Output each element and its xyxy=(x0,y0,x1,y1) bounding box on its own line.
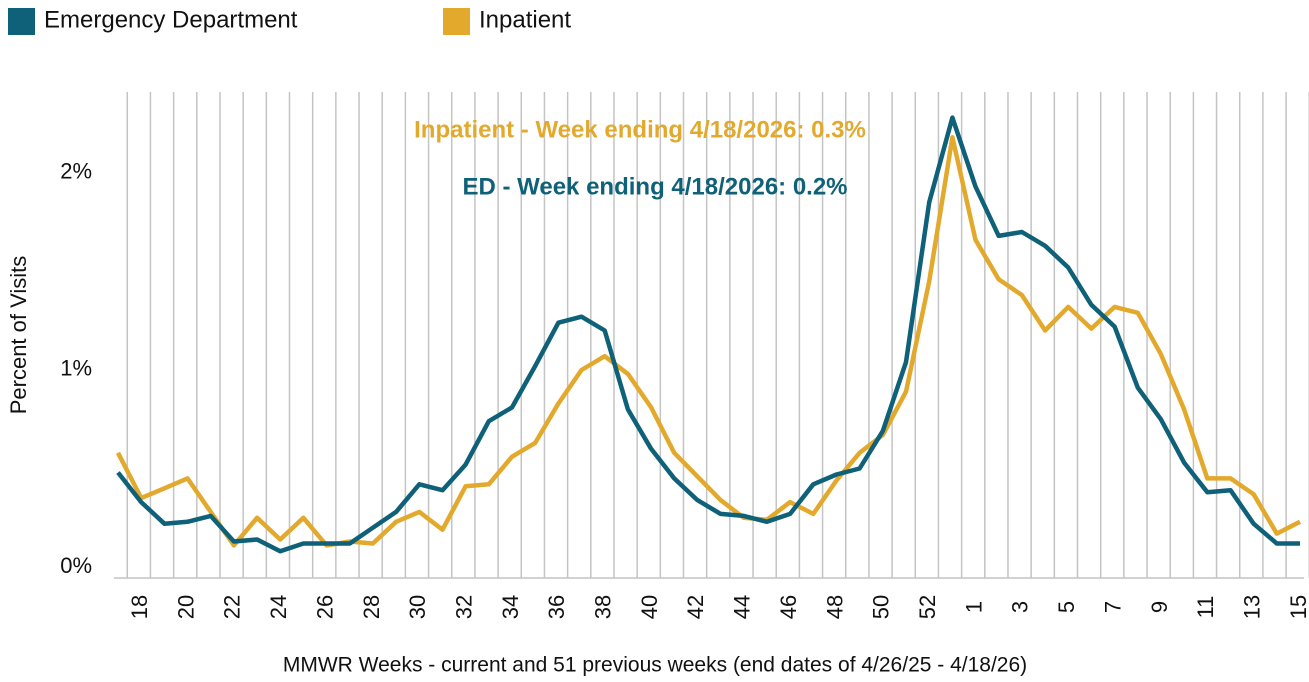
x-tick-label: 34 xyxy=(498,595,523,619)
x-tick-label: 36 xyxy=(544,595,569,619)
x-tick-label: 24 xyxy=(266,595,291,619)
x-tick-label: 46 xyxy=(776,595,801,619)
x-tick-label: 7 xyxy=(1100,601,1125,613)
x-tick-label: 9 xyxy=(1147,601,1172,613)
x-tick-label: 28 xyxy=(359,595,384,619)
series-line xyxy=(116,115,1300,554)
x-tick-label: 30 xyxy=(405,595,430,619)
x-tick-label: 44 xyxy=(730,595,755,619)
x-tick-label: 20 xyxy=(173,595,198,619)
x-tick-label: 15 xyxy=(1286,595,1309,619)
x-tick-label: 3 xyxy=(1008,601,1033,613)
y-axis-label: Percent of Visits xyxy=(6,256,31,415)
x-tick-label: 1 xyxy=(961,601,986,613)
x-tick-label: 52 xyxy=(915,595,940,619)
x-tick-label: 50 xyxy=(869,595,894,619)
annotation: Inpatient - Week ending 4/18/2026: 0.3% xyxy=(414,116,866,143)
x-tick-label: 13 xyxy=(1239,595,1264,619)
annotation: ED - Week ending 4/18/2026: 0.2% xyxy=(462,173,847,200)
x-axis-label: MMWR Weeks - current and 51 previous wee… xyxy=(283,654,1027,677)
x-tick-label: 11 xyxy=(1193,596,1218,619)
x-tick-label: 26 xyxy=(312,595,337,619)
x-tick-label: 18 xyxy=(127,595,152,619)
y-tick-label: 0% xyxy=(60,553,92,578)
legend-label: Emergency Department xyxy=(44,6,298,33)
x-tick-label: 5 xyxy=(1054,601,1079,613)
x-tick-label: 22 xyxy=(220,595,245,619)
legend-swatch xyxy=(8,8,35,35)
y-tick-label: 1% xyxy=(60,356,92,381)
x-tick-label: 48 xyxy=(822,595,847,619)
x-tick-label: 42 xyxy=(683,595,708,619)
x-tick-label: 38 xyxy=(591,595,616,619)
y-tick-label: 2% xyxy=(60,159,92,184)
legend-swatch xyxy=(443,8,470,35)
x-tick-label: 40 xyxy=(637,595,662,619)
x-tick-label: 32 xyxy=(451,595,476,619)
legend-label: Inpatient xyxy=(479,6,571,33)
